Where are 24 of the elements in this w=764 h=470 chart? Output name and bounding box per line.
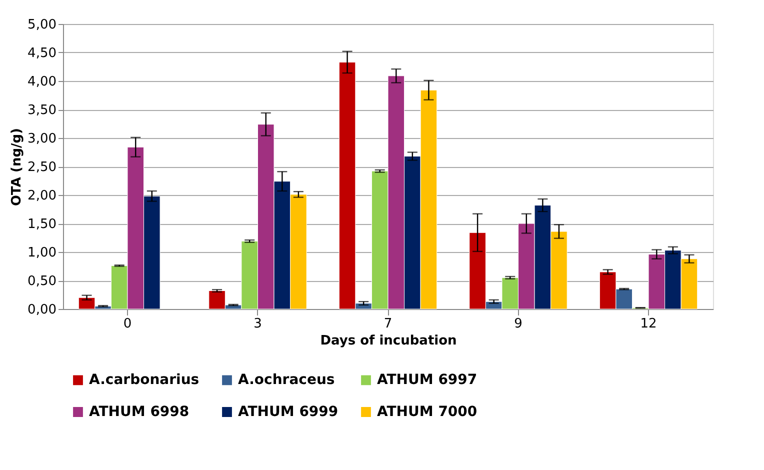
y-tick-label: 1,00 bbox=[28, 246, 56, 260]
y-tick-label: 3,00 bbox=[28, 132, 56, 146]
y-tick-label: 4,50 bbox=[28, 46, 56, 61]
y-tick-label: 5,00 bbox=[28, 18, 56, 32]
legend-label: A.ochraceus bbox=[238, 372, 335, 388]
legend-label: ATHUM 6999 bbox=[238, 404, 338, 420]
y-tick-label: 1,50 bbox=[28, 217, 56, 232]
x-tick-label: 12 bbox=[640, 316, 657, 332]
y-tick-label: 4,00 bbox=[28, 74, 56, 90]
y-axis-title: OTA (ng/g) bbox=[10, 128, 25, 206]
y-tick-label: 2,00 bbox=[28, 188, 56, 204]
x-tick-label: 0 bbox=[123, 316, 132, 332]
y-tick-label: 0,50 bbox=[28, 274, 56, 289]
x-tick-label: 7 bbox=[384, 316, 392, 332]
y-tick-label: 0,00 bbox=[28, 302, 56, 318]
legend-label: A.carbonarius bbox=[89, 372, 200, 388]
legend-label: ATHUM 6997 bbox=[377, 372, 478, 388]
legend-label: ATHUM 7000 bbox=[377, 404, 478, 420]
x-tick-label: 3 bbox=[254, 316, 262, 332]
x-tick-label: 9 bbox=[514, 316, 522, 332]
x-axis-title: Days of incubation bbox=[320, 334, 457, 348]
legend-label: ATHUM 6998 bbox=[89, 404, 190, 420]
y-tick-label: 3,50 bbox=[28, 103, 56, 118]
y-tick-label: 2,50 bbox=[28, 160, 56, 175]
